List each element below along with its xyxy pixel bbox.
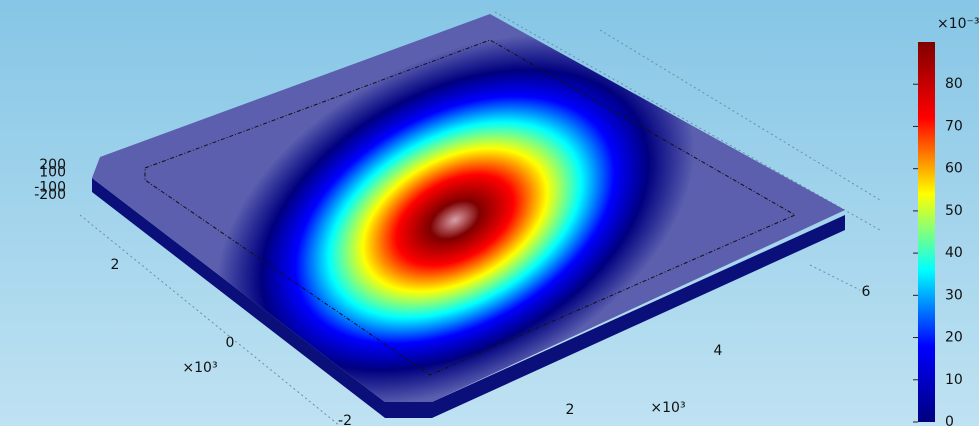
colorbar-tick-label: 50 [945,203,963,219]
plate-side [92,178,845,418]
z-tick-label: 100 [39,165,66,181]
inner-boundary [144,39,797,376]
x-tick-label: 4 [714,343,723,359]
z-tick-label: -100 [34,180,66,196]
plate-surface [92,14,845,402]
axis-guides [79,11,881,426]
colorbar-tick-label: 0 [945,414,954,426]
colorbar [918,42,935,422]
colorbar-tick-label: 80 [945,76,963,92]
z-tick-label: -200 [34,187,66,203]
colorbar-tick-label: 70 [945,118,963,134]
y-tick-label: 0 [226,335,235,351]
x-tick-label: 6 [862,284,871,300]
colorbar-tick-label: 10 [945,372,963,388]
y-tick-label: -2 [338,413,352,426]
colorbar-tick-label: 60 [945,161,963,177]
x-tick-label: 2 [566,402,575,418]
y-tick-label: 2 [111,257,120,273]
z-tick-label: 200 [39,157,66,173]
y-multiplier: ×10³ [182,360,217,376]
colorbar-tick-label: 30 [945,287,963,303]
x-multiplier: ×10³ [650,400,685,416]
colorbar-tick-label: 40 [945,245,963,261]
colorbar-tick-label: 20 [945,330,963,346]
colorbar-label: ×10⁻³ [937,16,979,32]
